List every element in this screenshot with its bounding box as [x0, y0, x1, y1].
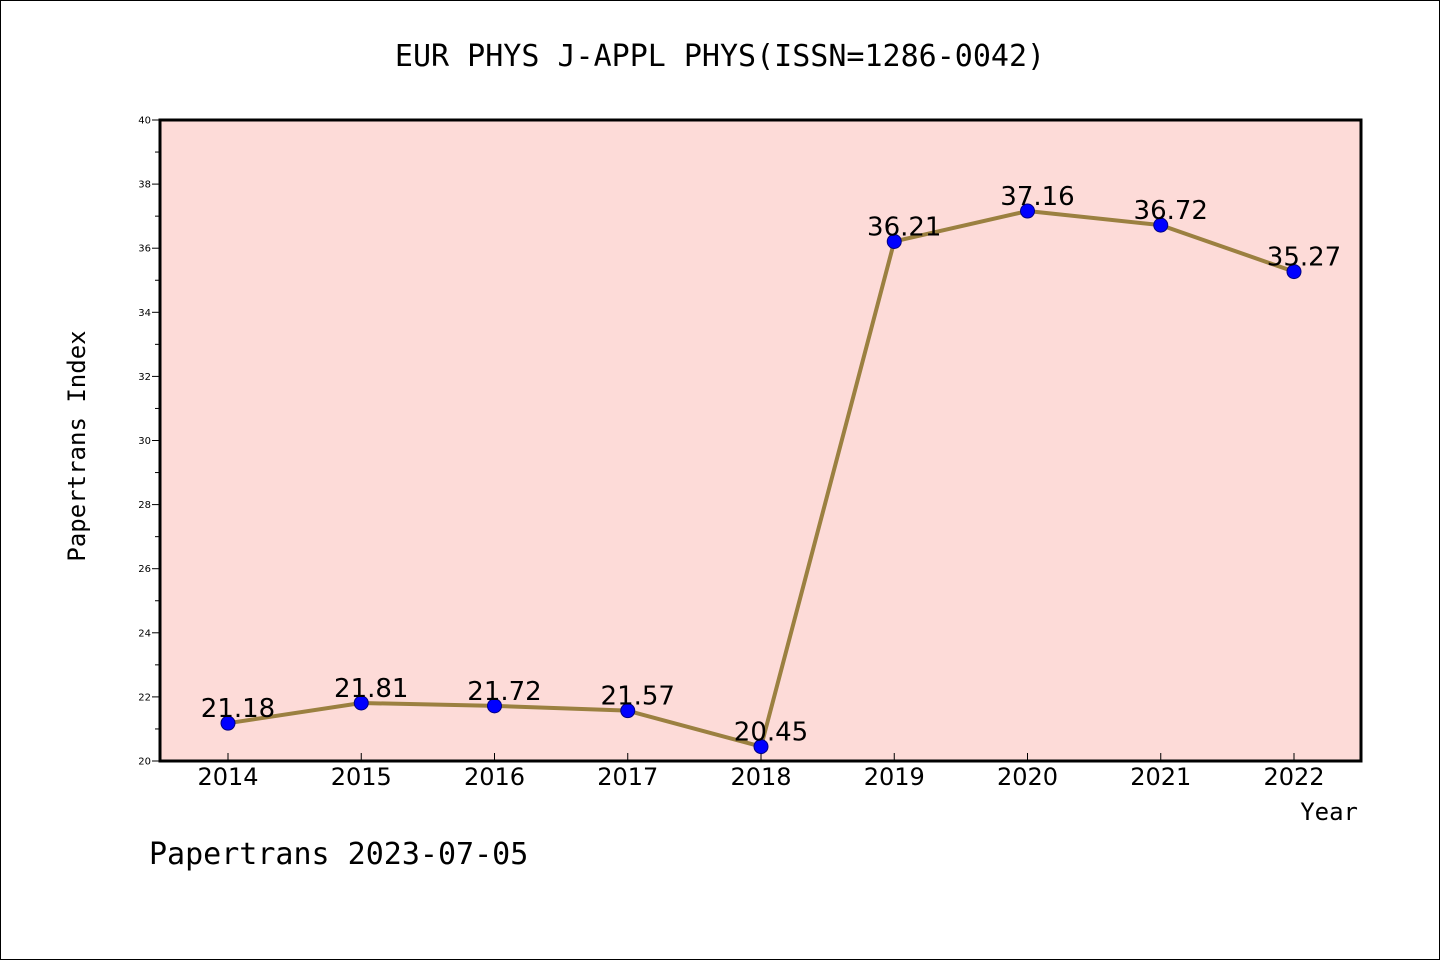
data-point: [220, 715, 236, 731]
y-tick-label: 24: [138, 628, 151, 639]
y-tick-label: 30: [138, 436, 151, 447]
data-point: [487, 698, 502, 714]
data-label: 35.27: [1267, 243, 1341, 273]
y-tick-label: 38: [138, 180, 151, 191]
y-tick-label: 20: [138, 757, 151, 768]
y-tick-label: 22: [138, 692, 151, 703]
y-axis-label: Papertrans Index: [63, 330, 91, 561]
data-point: [753, 739, 769, 755]
footer-date: Papertrans 2023-07-05: [149, 837, 528, 872]
data-label: 21.18: [201, 694, 275, 724]
y-tick-label: 26: [138, 564, 151, 575]
data-label: 36.21: [867, 212, 941, 242]
x-tick-label: 2020: [997, 763, 1058, 791]
x-tick-label: 2016: [464, 763, 525, 791]
data-point: [1020, 203, 1035, 219]
data-point: [1153, 217, 1169, 233]
y-tick-label: 28: [138, 500, 151, 511]
data-label: 21.57: [601, 682, 675, 712]
data-point: [886, 233, 902, 249]
y-tick-label: 32: [138, 372, 151, 383]
data-point: [620, 703, 636, 719]
x-tick-label: 2018: [730, 763, 791, 791]
x-tick-label: 2014: [197, 763, 258, 791]
data-label: 36.72: [1134, 196, 1208, 226]
x-tick-label: 2022: [1263, 763, 1324, 791]
series-group: 21.18 21.81 21.72 21.57 20.45 36.21 37.16 36.72…: [201, 182, 1341, 755]
y-tick-label: 40: [138, 116, 151, 127]
data-point: [353, 695, 369, 711]
data-label: 21.72: [467, 677, 541, 707]
x-tick-label: 2019: [864, 763, 925, 791]
x-axis: 2014 2015 2016 2017 2018 2019 2020 2021 2022: [197, 753, 1325, 791]
x-tick-label: 2021: [1130, 763, 1191, 791]
data-point: [1286, 264, 1302, 280]
data-label: 37.16: [1000, 182, 1074, 212]
data-label: 21.81: [334, 674, 408, 704]
x-tick-label: 2017: [597, 763, 658, 791]
y-axis: 20 22 24 26 28 30 32 34 36 38 40: [138, 116, 160, 768]
data-label: 20.45: [734, 718, 808, 748]
chart-title: EUR PHYS J-APPL PHYS(ISSN=1286-0042): [395, 39, 1045, 74]
y-tick-label: 36: [138, 244, 151, 255]
y-tick-label: 34: [138, 308, 151, 319]
x-axis-label: Year: [1300, 798, 1358, 826]
x-tick-label: 2015: [331, 763, 392, 791]
